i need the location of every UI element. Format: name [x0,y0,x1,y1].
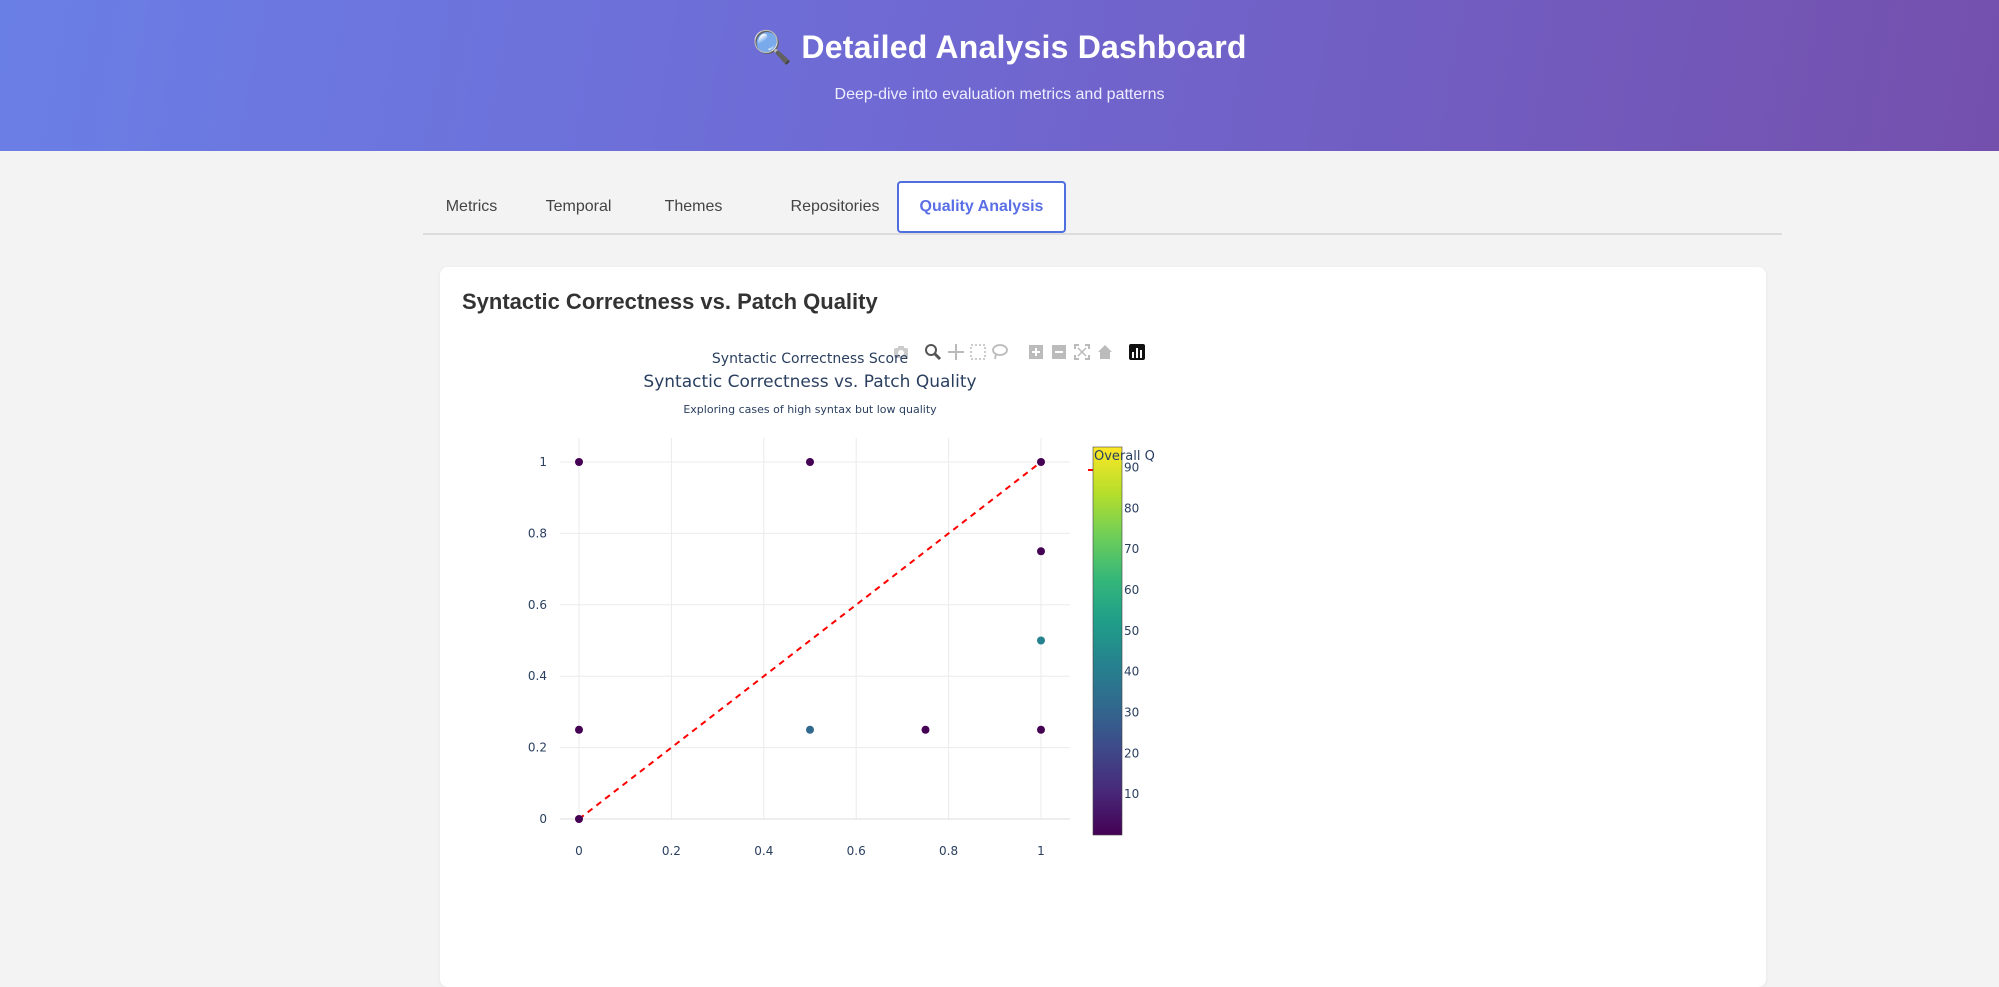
camera-icon[interactable] [892,343,910,361]
tab-bar: Metrics Temporal Themes Repositories Qua… [423,181,1782,235]
tab-temporal[interactable]: Temporal [545,198,612,215]
box-select-icon[interactable] [969,343,987,361]
zoom-icon[interactable] [924,343,942,361]
card-title: Syntactic Correctness vs. Patch Quality [462,289,878,314]
autoscale-icon[interactable] [1073,343,1091,361]
pan-icon[interactable] [947,343,965,361]
tab-metrics[interactable]: Metrics [445,198,498,215]
lasso-icon[interactable] [991,343,1009,361]
tab-repositories[interactable]: Repositories [790,198,880,215]
page-title: 🔍 Detailed Analysis Dashboard [752,29,1247,65]
zoom-in-icon[interactable] [1027,343,1045,361]
plotly-logo-icon[interactable] [1128,343,1146,361]
reset-axes-icon[interactable] [1096,343,1114,361]
page-subtitle: Deep-dive into evaluation metrics and pa… [834,86,1165,103]
chart-card: Syntactic Correctness vs. Patch Quality [440,267,1766,987]
tab-quality-analysis[interactable]: Quality Analysis [897,181,1066,233]
zoom-out-icon[interactable] [1050,343,1068,361]
dashboard-header: 🔍 Detailed Analysis Dashboard Deep-dive … [0,0,1999,151]
tab-themes[interactable]: Themes [664,198,723,215]
